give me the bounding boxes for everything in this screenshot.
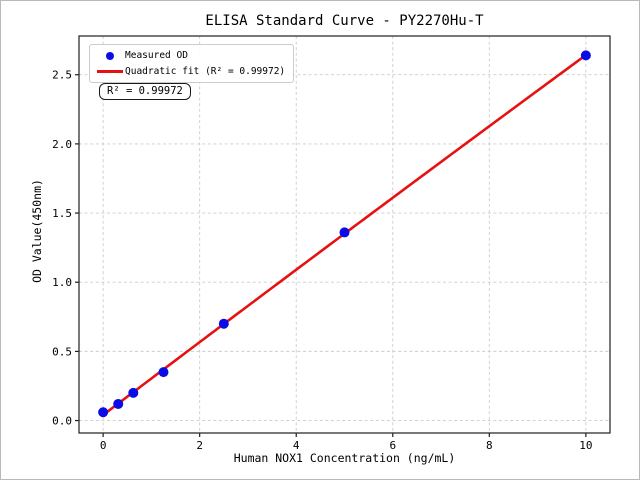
legend-entry-quadratic-fit: Quadratic fit (R² = 0.99972) bbox=[95, 65, 285, 78]
data-point bbox=[580, 50, 591, 61]
y-tick-label: 2.5 bbox=[52, 69, 72, 82]
data-point bbox=[98, 407, 109, 418]
y-tick-label: 2.0 bbox=[52, 138, 72, 151]
x-tick-label: 4 bbox=[293, 439, 300, 452]
x-axis-label: Human NOX1 Concentration (ng/mL) bbox=[233, 451, 456, 465]
legend: Measured OD Quadratic fit (R² = 0.99972) bbox=[89, 44, 295, 83]
data-point bbox=[218, 318, 229, 329]
data-point bbox=[158, 367, 169, 378]
y-axis-label: OD Value(450nm) bbox=[30, 179, 44, 283]
y-tick-label: 0.0 bbox=[52, 415, 72, 428]
legend-label-quadratic-fit: Quadratic fit (R² = 0.99972) bbox=[125, 66, 286, 77]
y-tick-label: 1.5 bbox=[52, 207, 72, 220]
measured-od-marker-icon bbox=[106, 51, 114, 60]
chart-title: ELISA Standard Curve - PY2270Hu-T bbox=[205, 13, 484, 29]
x-tick-label: 10 bbox=[579, 439, 592, 452]
r-squared-annotation: R² = 0.99972 bbox=[99, 83, 191, 100]
data-point bbox=[128, 387, 139, 398]
legend-label-measured-od: Measured OD bbox=[125, 50, 188, 61]
fit-line-marker-icon bbox=[97, 70, 123, 73]
legend-entry-measured-od: Measured OD bbox=[95, 49, 285, 62]
x-tick-label: 0 bbox=[100, 439, 107, 452]
data-point bbox=[339, 227, 350, 238]
y-tick-label: 0.5 bbox=[52, 345, 72, 358]
x-tick-label: 2 bbox=[196, 439, 203, 452]
x-tick-label: 8 bbox=[486, 439, 493, 452]
x-tick-label: 6 bbox=[389, 439, 396, 452]
plot-border bbox=[78, 35, 611, 434]
y-tick-label: 1.0 bbox=[52, 276, 72, 289]
data-point bbox=[113, 398, 124, 409]
